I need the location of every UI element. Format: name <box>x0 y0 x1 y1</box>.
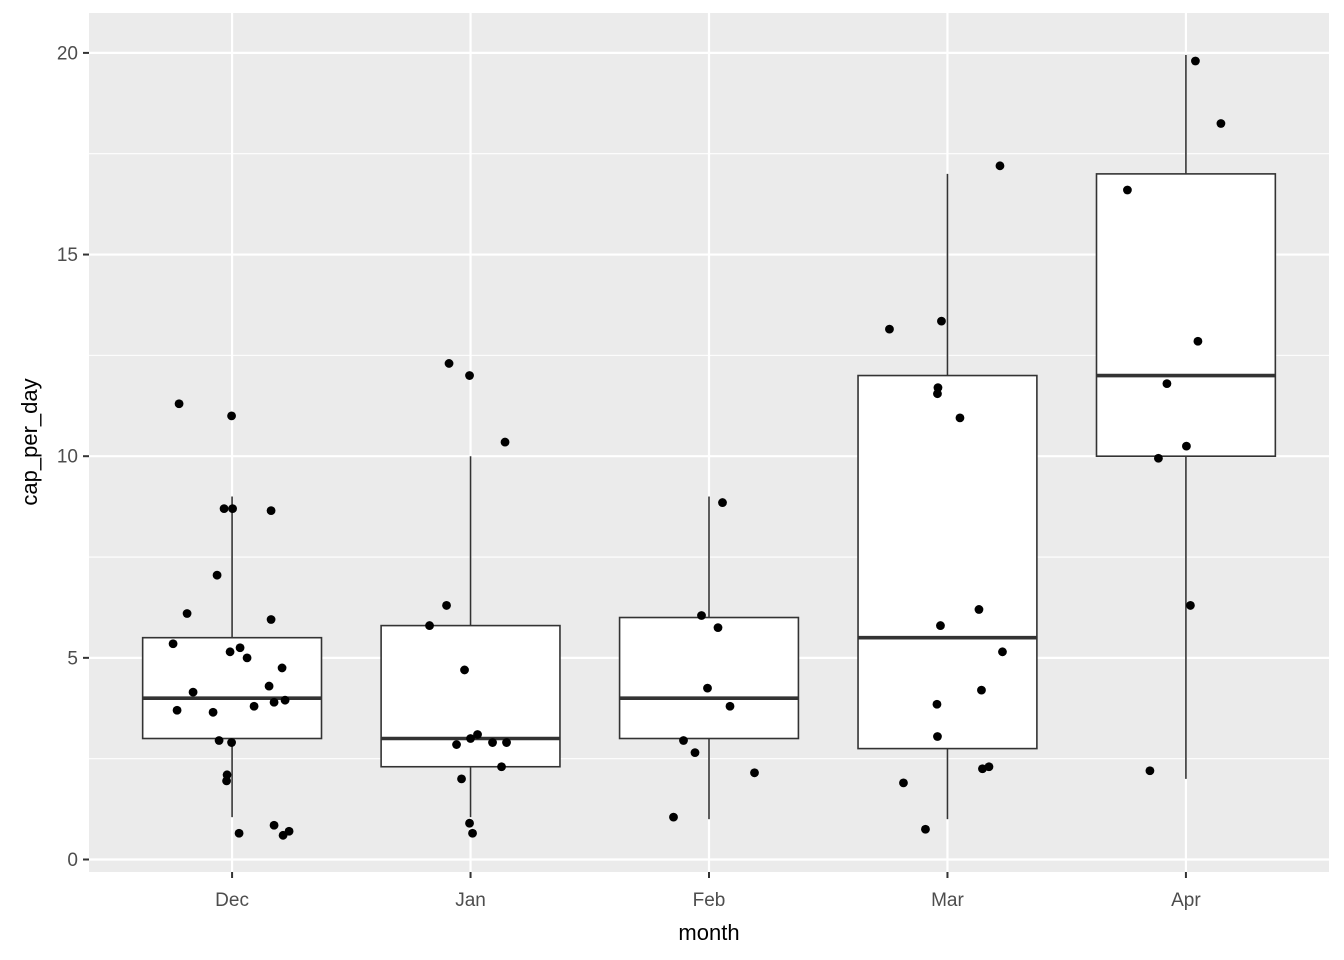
jitter-point <box>466 734 475 743</box>
jitter-point <box>188 687 198 697</box>
jitter-point <box>452 740 461 749</box>
jitter-point <box>995 161 1005 171</box>
jitter-point <box>933 389 942 399</box>
jitter-point <box>974 605 984 614</box>
jitter-point <box>465 371 474 380</box>
jitter-point <box>885 324 894 334</box>
jitter-point <box>977 685 986 695</box>
jitter-point <box>669 812 678 822</box>
jitter-point <box>473 730 482 739</box>
y-tick-label: 20 <box>57 43 78 64</box>
jitter-point <box>936 621 945 630</box>
jitter-point <box>703 683 712 693</box>
y-axis-title: cap_per_day <box>17 378 42 506</box>
jitter-point <box>222 776 231 786</box>
jitter-point <box>690 748 700 758</box>
jitter-point <box>266 506 276 516</box>
jitter-point <box>502 738 511 747</box>
jitter-point <box>214 736 224 745</box>
jitter-point <box>1216 119 1226 128</box>
x-tick-label: Feb <box>693 890 726 911</box>
jitter-point <box>277 663 287 673</box>
jitter-point <box>219 504 229 514</box>
jitter-point <box>227 738 236 747</box>
jitter-point <box>269 820 279 830</box>
x-tick-label: Jan <box>455 890 486 911</box>
jitter-point <box>497 762 506 772</box>
jitter-point <box>978 764 987 774</box>
jitter-point <box>264 681 274 691</box>
box-Apr <box>1095 173 1277 457</box>
jitter-point <box>172 705 182 715</box>
jitter-point <box>1154 453 1163 463</box>
jitter-point <box>713 623 723 633</box>
jitter-point <box>1193 336 1203 346</box>
jitter-point <box>212 570 222 580</box>
jitter-point <box>444 359 454 368</box>
jitter-point <box>457 774 466 784</box>
jitter-point <box>182 609 192 618</box>
jitter-point <box>1186 601 1195 610</box>
jitter-point <box>1182 441 1191 451</box>
y-tick-label: 10 <box>57 447 78 468</box>
jitter-point <box>242 653 252 663</box>
x-tick-label: Apr <box>1171 890 1201 911</box>
box-Jan <box>380 624 561 768</box>
box-Mar <box>857 374 1038 750</box>
jitter-point <box>1191 56 1200 66</box>
jitter-point <box>425 621 434 630</box>
jitter-point <box>921 824 930 834</box>
box-Feb <box>618 616 800 740</box>
y-tick-label: 15 <box>57 245 78 266</box>
jitter-point <box>266 615 276 624</box>
jitter-point <box>932 699 942 709</box>
jitter-point <box>227 411 236 421</box>
jitter-point <box>718 498 727 507</box>
jitter-point <box>679 736 688 745</box>
jitter-point <box>955 413 965 423</box>
jitter-point <box>168 639 178 649</box>
jitter-point <box>208 707 218 717</box>
jitter-point <box>933 732 942 741</box>
jitter-point <box>278 830 288 840</box>
jitter-point <box>697 611 706 620</box>
jitter-point <box>234 828 244 838</box>
x-tick-label: Mar <box>931 890 964 911</box>
jitter-point <box>460 665 469 675</box>
jitter-point <box>269 697 279 707</box>
jitter-point <box>249 701 259 711</box>
y-tick-label: 5 <box>67 648 78 669</box>
jitter-point <box>468 828 477 838</box>
jitter-point <box>228 504 237 514</box>
jitter-point <box>1145 766 1155 776</box>
jitter-point <box>280 695 290 705</box>
jitter-point <box>899 778 908 788</box>
jitter-point <box>725 701 735 711</box>
jitter-point <box>937 316 946 326</box>
jitter-point <box>174 399 184 409</box>
jitter-point <box>442 601 451 610</box>
jitter-point <box>225 647 235 657</box>
jitter-point <box>465 818 474 828</box>
jitter-point <box>1123 185 1132 195</box>
jitter-point <box>1162 379 1172 389</box>
x-axis-title: month <box>678 920 740 945</box>
jitter-point <box>500 437 510 447</box>
jitter-point <box>235 643 245 653</box>
x-tick-label: Dec <box>215 890 249 911</box>
jitter-point <box>488 738 497 747</box>
jitter-point <box>998 647 1007 657</box>
jitter-point <box>750 768 759 778</box>
y-tick-label: 0 <box>67 850 78 871</box>
